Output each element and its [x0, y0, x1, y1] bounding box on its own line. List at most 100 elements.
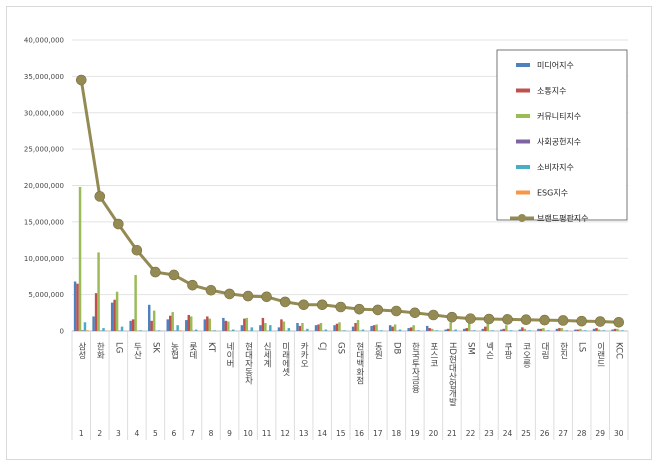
bar-2-24 — [523, 328, 527, 331]
line-point-16 — [372, 304, 384, 316]
bar-5-0 — [86, 330, 89, 331]
legend-swatch — [516, 165, 530, 169]
bar-1-17 — [391, 326, 394, 331]
bar-1-3 — [131, 319, 135, 331]
line-point-27 — [576, 315, 587, 327]
bar-4-25 — [547, 330, 550, 331]
line-point-28 — [594, 316, 606, 327]
line-point-0 — [75, 74, 87, 86]
rank-label: 13 — [299, 429, 309, 438]
rank-label: 6 — [172, 429, 177, 438]
bar-1-26 — [558, 328, 561, 331]
rank-label: 15 — [336, 429, 346, 438]
bar-4-14 — [343, 330, 346, 331]
bar-4-11 — [287, 328, 291, 331]
bar-0-27 — [574, 329, 577, 331]
rank-label: 14 — [317, 429, 327, 438]
bar-0-16 — [370, 325, 373, 331]
category-label: 대림 — [540, 342, 550, 359]
category-label: DB — [391, 342, 401, 355]
bar-2-10 — [264, 322, 267, 331]
bar-4-24 — [528, 330, 532, 331]
bar-2-8 — [227, 321, 230, 331]
rank-label: 18 — [392, 429, 402, 438]
bar-2-19 — [430, 328, 434, 331]
rank-label: 11 — [262, 429, 272, 438]
bar-1-11 — [280, 319, 283, 331]
legend-swatch — [516, 114, 530, 118]
bar-0-20 — [444, 329, 447, 331]
chart-frame — [6, 6, 652, 460]
bar-2-2 — [115, 291, 119, 331]
line-point-22 — [483, 313, 495, 325]
bar-1-9 — [243, 318, 246, 331]
line-point-14 — [335, 301, 347, 313]
bar-4-27 — [584, 330, 587, 331]
category-label: 이랜드 — [595, 341, 605, 367]
bar-2-29 — [616, 328, 619, 331]
bar-2-15 — [356, 320, 360, 331]
category-label: HD현대산업개발 — [447, 342, 457, 406]
line-point-19 — [428, 309, 439, 321]
bar-1-15 — [354, 322, 357, 331]
rank-label: 27 — [558, 429, 568, 438]
rank-label: 29 — [595, 429, 605, 438]
rank-label: 17 — [373, 429, 383, 438]
bar-0-9 — [240, 325, 244, 331]
legend-label: 커뮤니티지수 — [537, 111, 581, 121]
rank-label: 28 — [577, 429, 587, 438]
bar-2-17 — [393, 324, 397, 331]
category-label: 롯데 — [187, 342, 197, 360]
category-label: SM — [465, 342, 475, 355]
bar-0-19 — [425, 325, 429, 331]
rank-label: 22 — [466, 429, 476, 438]
line-point-10 — [261, 291, 272, 303]
bar-2-27 — [579, 328, 582, 331]
rank-label: 24 — [503, 429, 513, 438]
bar-2-6 — [189, 316, 193, 331]
bar-4-12 — [306, 328, 309, 331]
bar-1-21 — [465, 328, 468, 331]
bar-0-14 — [333, 325, 336, 331]
bar-3-0 — [81, 330, 84, 331]
bar-0-0 — [73, 281, 77, 331]
rank-label: 10 — [243, 429, 253, 438]
line-point-23 — [502, 314, 513, 325]
bar-4-9 — [250, 327, 254, 331]
line-point-7 — [205, 284, 217, 296]
bar-0-13 — [314, 325, 318, 331]
bar-0-17 — [388, 325, 392, 331]
bar-2-20 — [449, 322, 452, 331]
legend-marker — [518, 214, 526, 222]
bar-2-5 — [171, 312, 174, 331]
bar-1-0 — [76, 283, 79, 331]
rank-label: 23 — [484, 429, 494, 438]
category-label: 동원 — [373, 342, 383, 359]
line-point-20 — [446, 311, 458, 323]
bar-0-4 — [147, 304, 151, 331]
rank-label: 19 — [410, 429, 420, 438]
bar-1-24 — [521, 327, 524, 331]
bar-1-25 — [539, 328, 543, 331]
rank-label: 16 — [354, 429, 364, 438]
legend-label: 소통지수 — [537, 87, 566, 96]
line-point-12 — [298, 299, 309, 311]
rank-label: 21 — [447, 429, 457, 438]
bar-2-11 — [282, 321, 286, 331]
bar-4-15 — [361, 329, 365, 331]
bar-1-27 — [576, 329, 580, 331]
category-label: 쿠팡 — [503, 342, 513, 359]
rank-label: 5 — [153, 429, 158, 438]
legend-swatch — [516, 88, 530, 93]
bar-4-29 — [621, 330, 624, 331]
line-point-11 — [279, 296, 291, 308]
category-label: LG — [113, 342, 123, 353]
category-label: 코오롱 — [521, 342, 531, 368]
category-label: 넥슨 — [484, 341, 494, 359]
bar-4-20 — [454, 329, 457, 331]
line-point-1 — [94, 191, 106, 202]
bar-2-7 — [208, 318, 211, 331]
bar-2-25 — [542, 328, 545, 331]
line-point-6 — [187, 279, 198, 291]
